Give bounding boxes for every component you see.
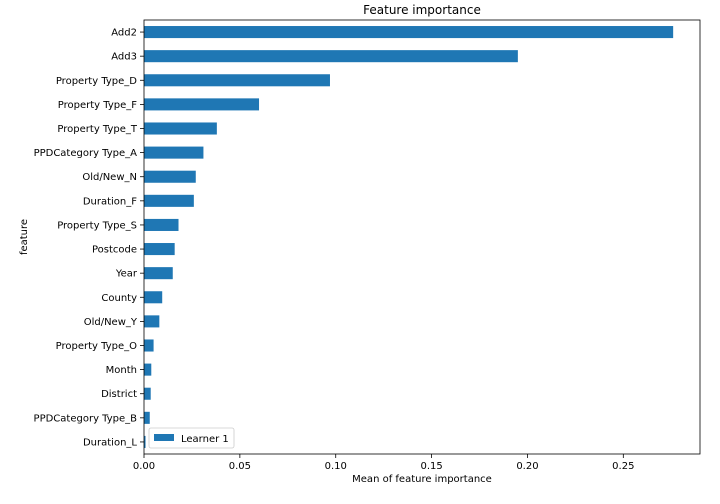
y-tick-label: Add3 — [111, 52, 137, 63]
bar-year — [144, 267, 173, 280]
chart-title: Feature importance — [363, 3, 481, 17]
bar-duration-f — [144, 194, 194, 207]
x-ticks-layer: 0.00 0.05 0.10 0.15 0.20 0.25 — [133, 454, 634, 472]
bar-property-type-o — [144, 339, 154, 352]
bar-add3 — [144, 50, 518, 63]
y-tick-label: Property Type_F — [58, 100, 137, 111]
legend-label: Learner 1 — [181, 434, 229, 445]
bars-layer — [144, 26, 674, 448]
legend: Learner 1 — [148, 427, 235, 449]
y-tick-label: Property Type_O — [56, 341, 137, 352]
y-tick-label: Month — [106, 365, 137, 376]
bar-duration-l — [144, 435, 146, 448]
y-tick-label: Duration_F — [83, 196, 137, 207]
bar-district — [144, 387, 151, 400]
y-tick-label: PPDCategory Type_B — [34, 413, 138, 424]
bar-property-type-f — [144, 98, 260, 111]
y-tick-label: Old/New_N — [82, 172, 137, 183]
bar-month — [144, 363, 152, 376]
bar-ppdcategory-type-a — [144, 146, 204, 159]
bar-ppdcategory-type-b — [144, 411, 150, 424]
bar-county — [144, 291, 163, 304]
bar-property-type-s — [144, 218, 179, 231]
x-axis-title: Mean of feature importance — [352, 474, 492, 485]
x-tick-label: 0.00 — [133, 461, 155, 472]
bar-old-new-y — [144, 315, 160, 328]
y-axis-title: feature — [19, 219, 30, 255]
plot-frame — [143, 19, 701, 455]
bar-property-type-d — [144, 74, 330, 87]
y-tick-label: County — [101, 293, 137, 304]
y-tick-label: District — [101, 389, 137, 400]
bar-postcode — [144, 243, 175, 256]
x-tick-label: 0.10 — [325, 461, 347, 472]
bar-add2 — [144, 26, 674, 39]
y-tick-label: Duration_L — [83, 437, 137, 448]
y-tick-label: Year — [115, 269, 138, 280]
x-tick-label: 0.20 — [516, 461, 538, 472]
y-tick-label: Property Type_T — [57, 124, 137, 135]
y-tick-label: Postcode — [92, 245, 137, 256]
y-tick-label: Property Type_D — [56, 76, 137, 87]
y-tick-label: Old/New_Y — [84, 317, 138, 328]
bar-property-type-t — [144, 122, 217, 135]
legend-swatch — [154, 434, 174, 441]
y-tick-label: Property Type_S — [57, 220, 137, 231]
y-tick-label: PPDCategory Type_A — [34, 148, 138, 159]
x-tick-label: 0.15 — [420, 461, 442, 472]
y-tick-label: Add2 — [111, 28, 137, 39]
x-tick-label: 0.25 — [612, 461, 634, 472]
y-ticks-layer: Add2 Add3 Property Type_D Property Type_F Pr… — [34, 28, 144, 448]
bar-old-new-n — [144, 170, 196, 183]
x-tick-label: 0.05 — [229, 461, 251, 472]
legend-box — [148, 427, 235, 449]
